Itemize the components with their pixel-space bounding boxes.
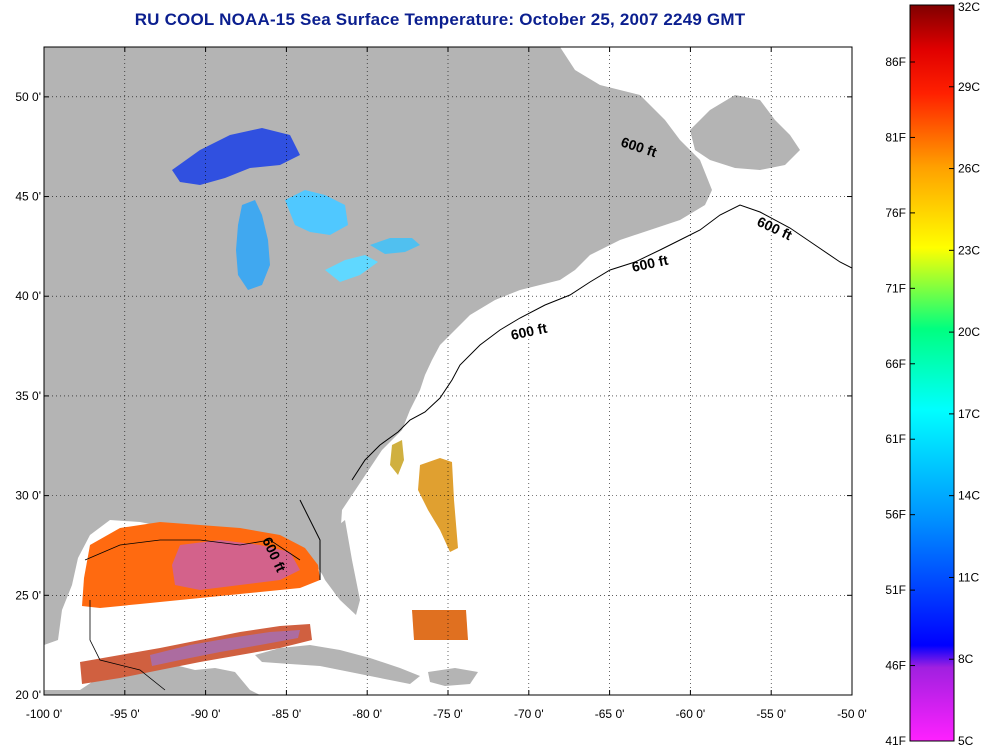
lake-erie: [325, 255, 378, 282]
colorbar: 86F 81F 76F 71F 66F 61F 56F 51F 46F 41F 32C 29C 26C…: [885, 0, 980, 748]
lat-tick-label: 30 0': [15, 489, 41, 503]
sst-patches-atlantic: [390, 440, 468, 640]
colorbar-c-label: 11C: [958, 570, 979, 584]
colorbar-gradient: [910, 5, 954, 741]
land-florida: [310, 520, 360, 615]
sst-swath-gulf: [80, 522, 320, 684]
depth-contour-600ft: [299, 204, 852, 580]
great-lakes: [172, 128, 420, 290]
colorbar-c-label: 32C: [958, 0, 980, 14]
lat-tick-label: 50 0': [15, 90, 41, 104]
lon-tick-label: -80 0': [352, 707, 382, 721]
lon-tick-label: -100 0': [26, 707, 62, 721]
colorbar-c-label: 5C: [958, 734, 974, 748]
colorbar-f-label: 86F: [885, 55, 906, 69]
lat-tick-label: 20 0': [15, 688, 41, 702]
lon-tick-label: -55 0': [756, 707, 786, 721]
map-plot: [44, 47, 852, 695]
contour-label-600ft: 600 ft: [630, 252, 669, 275]
lat-tick-label: 25 0': [15, 588, 41, 602]
lon-tick-label: -90 0': [191, 707, 221, 721]
patch-off-carolina: [418, 458, 458, 552]
colorbar-c-label: 8C: [958, 652, 974, 666]
colorbar-f-label: 56F: [885, 508, 906, 522]
colorbar-c-label: 29C: [958, 80, 980, 94]
patch-cape-hatteras: [390, 440, 404, 475]
lake-michigan: [236, 200, 270, 290]
longitude-ticks: -100 0' -95 0' -90 0' -85 0' -80 0' -75 0' -70…: [26, 47, 867, 721]
patch-bahamas: [412, 610, 468, 640]
gulf-south-band-cool: [150, 630, 300, 666]
colorbar-fahrenheit-labels: 86F 81F 76F 71F 66F 61F 56F 51F 46F 41F: [885, 55, 915, 748]
map-title: RU COOL NOAA-15 Sea Surface Temperature:…: [134, 10, 746, 29]
lake-superior: [172, 128, 300, 185]
colorbar-f-label: 61F: [885, 432, 906, 446]
lat-lon-grid: [44, 47, 852, 695]
colorbar-f-label: 41F: [885, 734, 906, 748]
colorbar-c-label: 26C: [958, 162, 980, 176]
land-cuba: [255, 645, 420, 684]
lon-tick-label: -75 0': [433, 707, 463, 721]
lon-tick-label: -85 0': [272, 707, 302, 721]
lake-ontario: [370, 238, 420, 254]
colorbar-c-label: 17C: [958, 407, 980, 421]
lat-tick-label: 35 0': [15, 389, 41, 403]
colorbar-f-label: 81F: [885, 130, 906, 144]
colorbar-f-label: 66F: [885, 357, 906, 371]
colorbar-c-label: 20C: [958, 325, 980, 339]
lake-huron: [285, 190, 348, 235]
land-newfoundland: [690, 95, 800, 170]
colorbar-f-label: 71F: [885, 281, 906, 295]
colorbar-frame: [909, 4, 955, 742]
latitude-ticks: 50 0' 45 0' 40 0' 35 0' 30 0' 25 0' 20 0': [15, 90, 852, 702]
colorbar-c-label: 23C: [958, 243, 980, 257]
colorbar-c-label: 14C: [958, 489, 980, 503]
depth-contour-gulf: [84, 539, 301, 691]
colorbar-f-label: 76F: [885, 206, 906, 220]
lat-tick-label: 40 0': [15, 289, 41, 303]
lon-tick-label: -65 0': [595, 707, 625, 721]
lon-tick-label: -50 0': [837, 707, 867, 721]
lat-tick-label: 45 0': [15, 190, 41, 204]
land-nova-scotia: [580, 195, 665, 240]
lon-tick-label: -95 0': [110, 707, 140, 721]
colorbar-celsius-labels: 32C 29C 26C 23C 20C 17C 14C 11C 8C 5C: [949, 0, 980, 748]
colorbar-f-label: 46F: [885, 659, 906, 673]
lon-tick-label: -60 0': [676, 707, 706, 721]
contour-label-600ft: 600 ft: [509, 320, 548, 343]
land-hispaniola: [428, 668, 478, 686]
gulf-mixed-band: [172, 540, 300, 590]
colorbar-f-label: 51F: [885, 583, 906, 597]
lon-tick-label: -70 0': [514, 707, 544, 721]
